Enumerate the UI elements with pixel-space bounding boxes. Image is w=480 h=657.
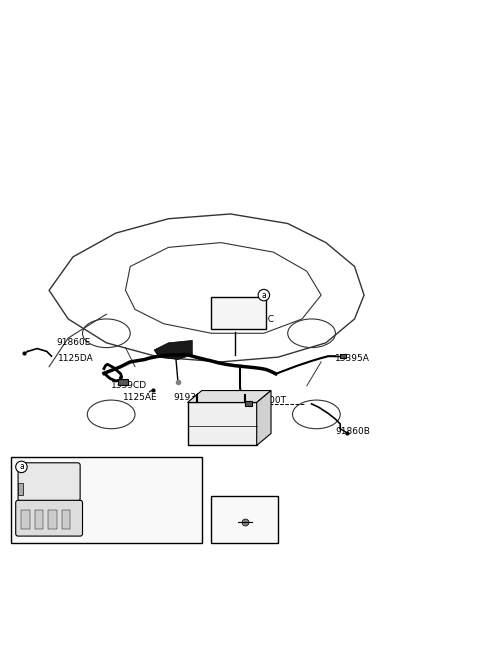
Text: 1125AE: 1125AE: [123, 394, 158, 402]
Bar: [61, 510, 70, 529]
Text: 37290B: 37290B: [107, 484, 141, 493]
Polygon shape: [154, 340, 192, 359]
Text: 1339CD: 1339CD: [111, 381, 147, 390]
Text: 91214B: 91214B: [135, 517, 169, 526]
Circle shape: [16, 461, 27, 472]
Text: 37260L: 37260L: [107, 527, 140, 536]
Text: 91931W: 91931W: [173, 394, 211, 402]
Bar: [188, 403, 257, 445]
Bar: [22, 510, 30, 529]
FancyBboxPatch shape: [18, 463, 80, 501]
Bar: [211, 495, 278, 543]
Polygon shape: [257, 390, 271, 445]
Bar: [118, 379, 128, 385]
Text: a: a: [262, 290, 266, 300]
Text: 1125DA: 1125DA: [58, 353, 94, 363]
Bar: [211, 298, 266, 328]
Text: a: a: [19, 463, 24, 471]
Circle shape: [258, 289, 270, 301]
Bar: [35, 510, 43, 529]
Text: 13395A: 13395A: [335, 353, 370, 363]
Text: 91200T: 91200T: [252, 396, 286, 405]
Bar: [11, 457, 202, 543]
Bar: [18, 483, 23, 495]
Polygon shape: [188, 390, 271, 403]
Text: 91850C: 91850C: [239, 315, 274, 324]
Text: 1125DB: 1125DB: [223, 497, 259, 506]
FancyBboxPatch shape: [16, 500, 83, 536]
Bar: [48, 510, 57, 529]
Bar: [245, 401, 252, 406]
Text: 91860B: 91860B: [336, 426, 370, 436]
Text: 91860E: 91860E: [56, 338, 91, 348]
Bar: [340, 354, 346, 358]
